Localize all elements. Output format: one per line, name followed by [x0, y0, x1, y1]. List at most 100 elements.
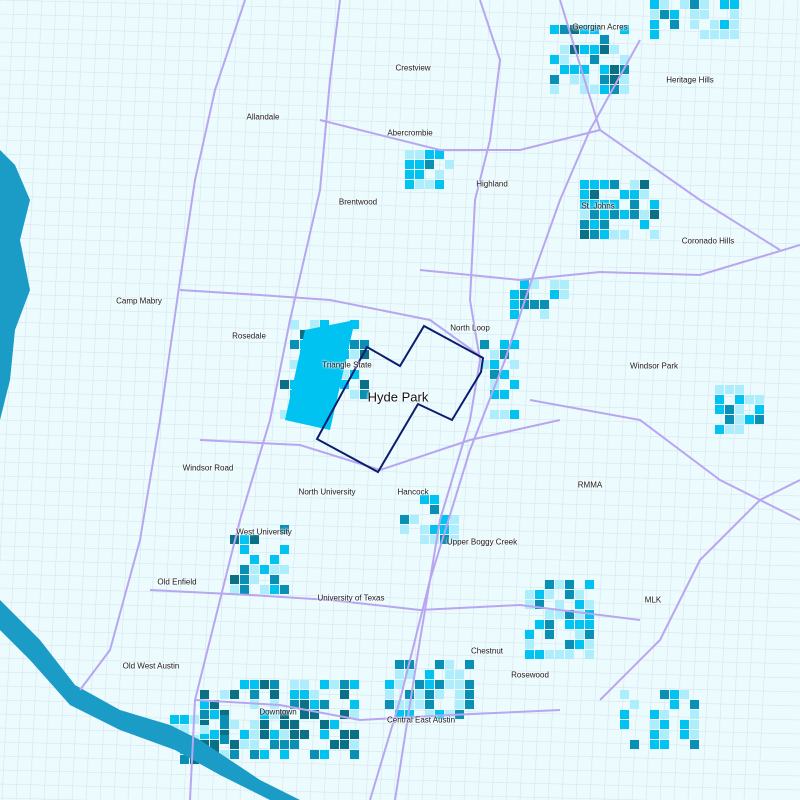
- density-block: [500, 390, 509, 399]
- density-block: [580, 180, 589, 189]
- density-block: [280, 740, 289, 749]
- label-north-loop: North Loop: [450, 323, 490, 333]
- label-hyde-park[interactable]: Hyde Park: [367, 389, 429, 405]
- density-block: [465, 690, 474, 699]
- density-block: [670, 700, 679, 709]
- density-block: [455, 690, 464, 699]
- density-block: [320, 730, 329, 739]
- density-block: [660, 0, 669, 9]
- label-rosedale: Rosedale: [232, 331, 266, 341]
- density-block: [450, 515, 459, 524]
- density-block: [650, 210, 659, 219]
- density-block: [610, 230, 619, 239]
- density-block: [620, 690, 629, 699]
- density-block: [420, 535, 429, 544]
- density-block: [490, 350, 499, 359]
- density-block: [620, 210, 629, 219]
- density-block: [350, 370, 359, 379]
- density-block: [590, 230, 599, 239]
- density-block: [690, 700, 699, 709]
- density-block: [620, 710, 629, 719]
- density-block: [360, 350, 369, 359]
- density-block: [405, 170, 414, 179]
- density-block: [220, 735, 229, 744]
- density-block: [425, 690, 434, 699]
- density-block: [230, 585, 239, 594]
- density-block: [560, 25, 569, 34]
- density-block: [550, 290, 559, 299]
- density-block: [210, 730, 219, 739]
- density-block: [650, 730, 659, 739]
- density-block: [250, 555, 259, 564]
- density-block: [310, 690, 319, 699]
- density-block: [600, 200, 609, 209]
- density-block: [690, 20, 699, 29]
- density-block: [310, 710, 319, 719]
- density-block: [710, 30, 719, 39]
- density-block: [490, 360, 499, 369]
- density-block: [490, 370, 499, 379]
- density-block: [610, 65, 619, 74]
- density-block: [340, 370, 349, 379]
- label-georgian-acres: Georgian Acres: [572, 22, 628, 32]
- density-block: [585, 600, 594, 609]
- density-block: [240, 565, 249, 574]
- density-block: [455, 670, 464, 679]
- density-block: [620, 230, 629, 239]
- density-block: [590, 55, 599, 64]
- density-block: [455, 680, 464, 689]
- density-block: [535, 650, 544, 659]
- density-block: [285, 320, 355, 430]
- density-block: [545, 620, 554, 629]
- density-block: [535, 590, 544, 599]
- density-block: [480, 340, 489, 349]
- density-block: [320, 720, 329, 729]
- density-block: [425, 160, 434, 169]
- density-block: [565, 610, 574, 619]
- density-block: [395, 680, 404, 689]
- density-block: [580, 210, 589, 219]
- density-block: [290, 720, 299, 729]
- density-block: [340, 380, 349, 389]
- density-block: [620, 720, 629, 729]
- density-block: [290, 320, 299, 329]
- density-block: [350, 340, 359, 349]
- density-block: [270, 690, 279, 699]
- density-block: [535, 620, 544, 629]
- density-block: [650, 230, 659, 239]
- density-block: [320, 680, 329, 689]
- density-block: [735, 395, 744, 404]
- density-block: [700, 10, 709, 19]
- density-block: [510, 300, 519, 309]
- density-block: [730, 20, 739, 29]
- density-block: [280, 525, 289, 534]
- density-block: [490, 390, 499, 399]
- density-block: [260, 680, 269, 689]
- density-block: [260, 710, 269, 719]
- density-block: [720, 0, 729, 9]
- density-block: [250, 575, 259, 584]
- density-block: [680, 720, 689, 729]
- density-block: [435, 170, 444, 179]
- density-block: [500, 350, 509, 359]
- density-block: [670, 20, 679, 29]
- density-block: [585, 620, 594, 629]
- density-block: [680, 730, 689, 739]
- density-block: [550, 55, 559, 64]
- density-block: [565, 590, 574, 599]
- density-block: [405, 670, 414, 679]
- density-block: [280, 380, 289, 389]
- density-block: [580, 25, 589, 34]
- density-block: [200, 725, 209, 734]
- density-block: [455, 700, 464, 709]
- density-block: [340, 680, 349, 689]
- hyde-park-boundary[interactable]: [315, 324, 485, 474]
- density-block: [350, 750, 359, 759]
- density-block: [425, 670, 434, 679]
- density-block: [725, 425, 734, 434]
- density-block: [250, 720, 259, 729]
- density-block: [350, 730, 359, 739]
- density-block: [220, 730, 229, 739]
